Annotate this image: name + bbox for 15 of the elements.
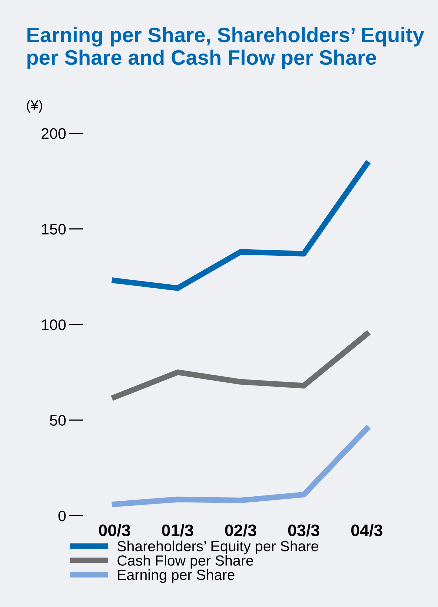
y-tick-label: 0 <box>58 510 66 522</box>
y-tick-label: 150 <box>42 224 66 235</box>
legend-label: Earning per Share <box>118 570 235 584</box>
y-tick-label: 100 <box>42 320 66 330</box>
y-axis-title: (¥) <box>27 100 42 114</box>
x-tick-label: 02/3 <box>225 524 257 537</box>
y-tick-label: 200 <box>42 128 66 140</box>
y-tick-label: 50 <box>50 415 66 426</box>
chart-title: Earning per Share, Shareholders’ Equity per Share and Cash Flow per Share <box>28 27 424 70</box>
legend-label: Cash Flow per Share <box>118 555 254 569</box>
x-tick-label: 01/3 <box>162 524 194 537</box>
x-tick-label: 04/3 <box>351 524 383 537</box>
legend-label: Shareholders’ Equity per Share <box>118 540 319 554</box>
x-tick-label: 03/3 <box>288 524 320 537</box>
x-tick-label: 00/3 <box>99 524 130 537</box>
